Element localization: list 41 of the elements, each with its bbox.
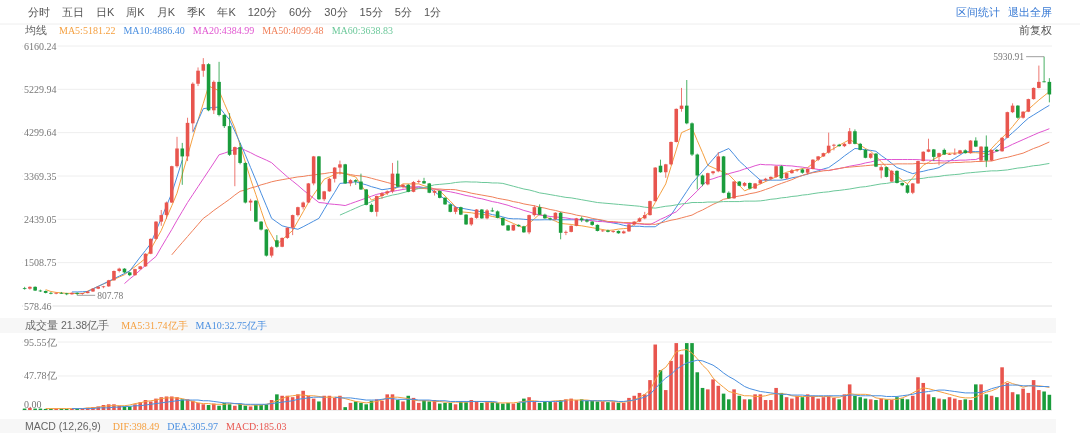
text: 60分 (289, 6, 313, 18)
y-tick-label: 1508.75 (24, 257, 57, 269)
chart-title: 均线 (24, 24, 47, 36)
y-tick-label: 47.78亿 (24, 370, 57, 382)
text: MACD (12,26,9) (25, 420, 101, 432)
text: MA5:31.74亿手 (121, 320, 188, 331)
text: 区间统计 (956, 6, 1000, 18)
text: 30分 (324, 6, 348, 18)
text: 月K (156, 6, 176, 18)
y-tick-label: 0.00 (24, 399, 42, 410)
annotation: 807.78 (97, 290, 124, 301)
text: 周K (126, 6, 146, 18)
text: MA60:3638.83 (331, 25, 394, 36)
annotation: 5930.91 (993, 52, 1025, 63)
text: MA10:32.75亿手 (195, 320, 268, 331)
text: 五日 (62, 6, 84, 18)
text: DEA:305.97 (167, 421, 219, 432)
text: 5分 (394, 6, 412, 18)
text: MA10:4886.40 (123, 25, 185, 36)
text: 15分 (359, 6, 383, 18)
text: 日K (96, 6, 115, 18)
text: DIF:398.49 (112, 421, 160, 432)
y-tick-label: 3369.35 (24, 170, 57, 182)
y-tick-label: 2439.05 (24, 213, 57, 225)
text: MA5:5181.22 (59, 25, 116, 36)
y-tick-label: 6160.24 (24, 40, 57, 52)
text: MA20:4384.99 (192, 25, 255, 36)
chart-title: 成交量 21.38亿手 (25, 319, 110, 331)
text: 分时 (28, 6, 50, 18)
text: 退出全屏 (1008, 6, 1052, 18)
text: 季K (187, 6, 207, 18)
text: 前复权 (1019, 24, 1052, 36)
text: MACD:185.03 (226, 421, 287, 432)
y-tick-label: 578.46 (24, 300, 52, 312)
y-tick-label: 4299.64 (24, 127, 57, 139)
text: 120分 (247, 6, 278, 18)
text: MA50:4099.48 (262, 25, 324, 36)
y-tick-label: 5229.94 (24, 83, 57, 95)
y-tick-label: 95.55亿 (24, 336, 57, 348)
text: 1分 (423, 6, 442, 18)
text: 年K (217, 6, 237, 18)
